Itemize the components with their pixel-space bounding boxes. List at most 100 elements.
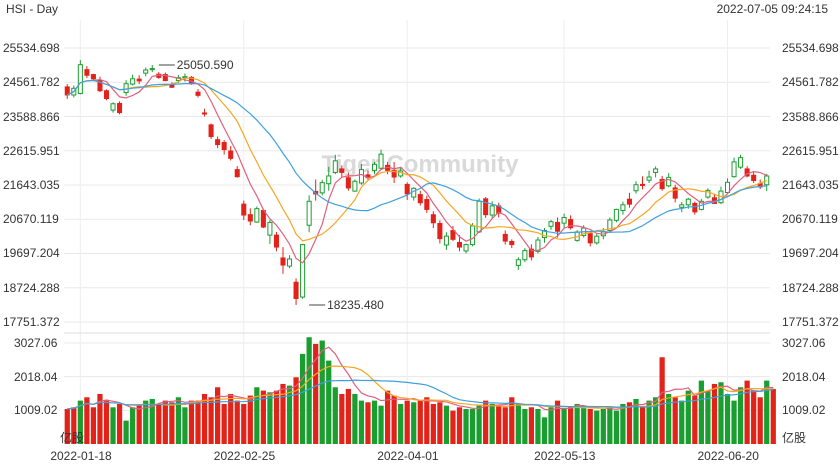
candle[interactable]	[241, 203, 247, 216]
volume-bar[interactable]	[535, 408, 541, 444]
candle[interactable]	[659, 178, 665, 190]
volume-bar[interactable]	[411, 402, 417, 444]
volume-bar[interactable]	[587, 408, 593, 444]
volume-bar[interactable]	[483, 400, 489, 444]
volume-bar[interactable]	[241, 403, 247, 444]
candle[interactable]	[117, 102, 123, 114]
volume-bar[interactable]	[398, 403, 404, 444]
volume-bar[interactable]	[705, 390, 711, 444]
candle[interactable]	[339, 168, 345, 173]
candle[interactable]	[110, 103, 116, 111]
volume-bar[interactable]	[646, 400, 652, 444]
volume-bar[interactable]	[509, 397, 515, 444]
candle[interactable]	[437, 222, 443, 240]
candle[interactable]	[280, 257, 286, 266]
volume-bar[interactable]	[384, 390, 391, 444]
volume-bar[interactable]	[280, 383, 286, 444]
volume-bar[interactable]	[182, 407, 188, 444]
volume-bar[interactable]	[620, 403, 626, 444]
candle[interactable]	[215, 139, 221, 146]
candle[interactable]	[430, 214, 436, 224]
candle[interactable]	[509, 240, 515, 246]
candle[interactable]	[515, 259, 521, 266]
candle[interactable]	[607, 219, 613, 232]
volume-bar[interactable]	[692, 395, 698, 444]
volume-bar[interactable]	[234, 400, 240, 444]
volume-bar[interactable]	[613, 410, 619, 444]
volume-bar[interactable]	[522, 408, 528, 444]
volume-bar[interactable]	[528, 407, 535, 444]
volume-bar[interactable]	[221, 403, 227, 444]
volume-bar[interactable]	[116, 403, 123, 444]
candle[interactable]	[528, 248, 534, 258]
candle[interactable]	[594, 235, 600, 244]
candle[interactable]	[764, 175, 770, 186]
volume-bar[interactable]	[391, 395, 397, 444]
candle[interactable]	[352, 180, 358, 192]
volume-bar[interactable]	[103, 400, 110, 444]
volume-bar[interactable]	[97, 393, 103, 444]
volume-bar[interactable]	[371, 400, 378, 444]
volume-bar[interactable]	[698, 380, 704, 444]
volume-bar[interactable]	[143, 400, 149, 444]
volume-bar[interactable]	[737, 387, 744, 444]
volume-bar[interactable]	[339, 393, 345, 444]
candle[interactable]	[358, 169, 364, 184]
candle[interactable]	[666, 176, 672, 187]
volume-bar[interactable]	[469, 408, 476, 444]
volume-bar[interactable]	[502, 407, 508, 444]
candle[interactable]	[561, 216, 567, 224]
candle[interactable]	[738, 157, 744, 168]
candle[interactable]	[646, 176, 652, 181]
volume-bar[interactable]	[90, 407, 97, 444]
volume-bar[interactable]	[228, 393, 234, 444]
volume-bar[interactable]	[293, 377, 299, 444]
candle[interactable]	[522, 250, 528, 261]
candle[interactable]	[130, 78, 136, 85]
candle[interactable]	[404, 183, 410, 195]
volume-bar[interactable]	[162, 400, 168, 444]
volume-bar[interactable]	[247, 395, 253, 444]
volume-bar[interactable]	[744, 380, 750, 444]
volume-bar[interactable]	[195, 400, 201, 444]
volume-bar[interactable]	[208, 397, 214, 444]
volume-bar[interactable]	[352, 393, 358, 444]
volume-bar[interactable]	[561, 408, 567, 444]
volume-bar[interactable]	[215, 387, 221, 444]
volume-bar[interactable]	[378, 405, 384, 444]
volume-bar[interactable]	[541, 417, 548, 444]
candle[interactable]	[679, 204, 685, 208]
volume-bar[interactable]	[724, 393, 731, 444]
volume-bar[interactable]	[332, 387, 338, 444]
volume-bar[interactable]	[260, 390, 266, 444]
candle[interactable]	[456, 241, 463, 248]
volume-bar[interactable]	[639, 407, 646, 444]
candle[interactable]	[97, 80, 103, 92]
volume-bar[interactable]	[476, 405, 482, 444]
volume-bar[interactable]	[718, 382, 724, 444]
volume-bar[interactable]	[149, 398, 155, 444]
candle[interactable]	[548, 221, 554, 227]
candle[interactable]	[77, 64, 83, 95]
volume-bar[interactable]	[764, 380, 770, 444]
volume-bar[interactable]	[652, 397, 659, 444]
volume-bar[interactable]	[770, 388, 776, 444]
volume-bar[interactable]	[175, 397, 182, 444]
candle[interactable]	[123, 83, 129, 94]
volume-bar[interactable]	[254, 387, 260, 444]
volume-bar[interactable]	[666, 393, 672, 444]
volume-bar[interactable]	[110, 407, 116, 444]
volume-bar[interactable]	[267, 392, 273, 444]
candle[interactable]	[535, 239, 541, 252]
candle[interactable]	[267, 221, 273, 236]
volume-bar[interactable]	[600, 408, 606, 444]
volume-bar[interactable]	[685, 390, 691, 444]
volume-bar[interactable]	[136, 405, 142, 444]
volume-bar[interactable]	[659, 357, 665, 444]
candle[interactable]	[613, 208, 619, 221]
volume-bar[interactable]	[84, 397, 90, 444]
volume-bar[interactable]	[77, 400, 83, 444]
candle[interactable]	[640, 183, 646, 186]
volume-bar[interactable]	[306, 337, 312, 444]
